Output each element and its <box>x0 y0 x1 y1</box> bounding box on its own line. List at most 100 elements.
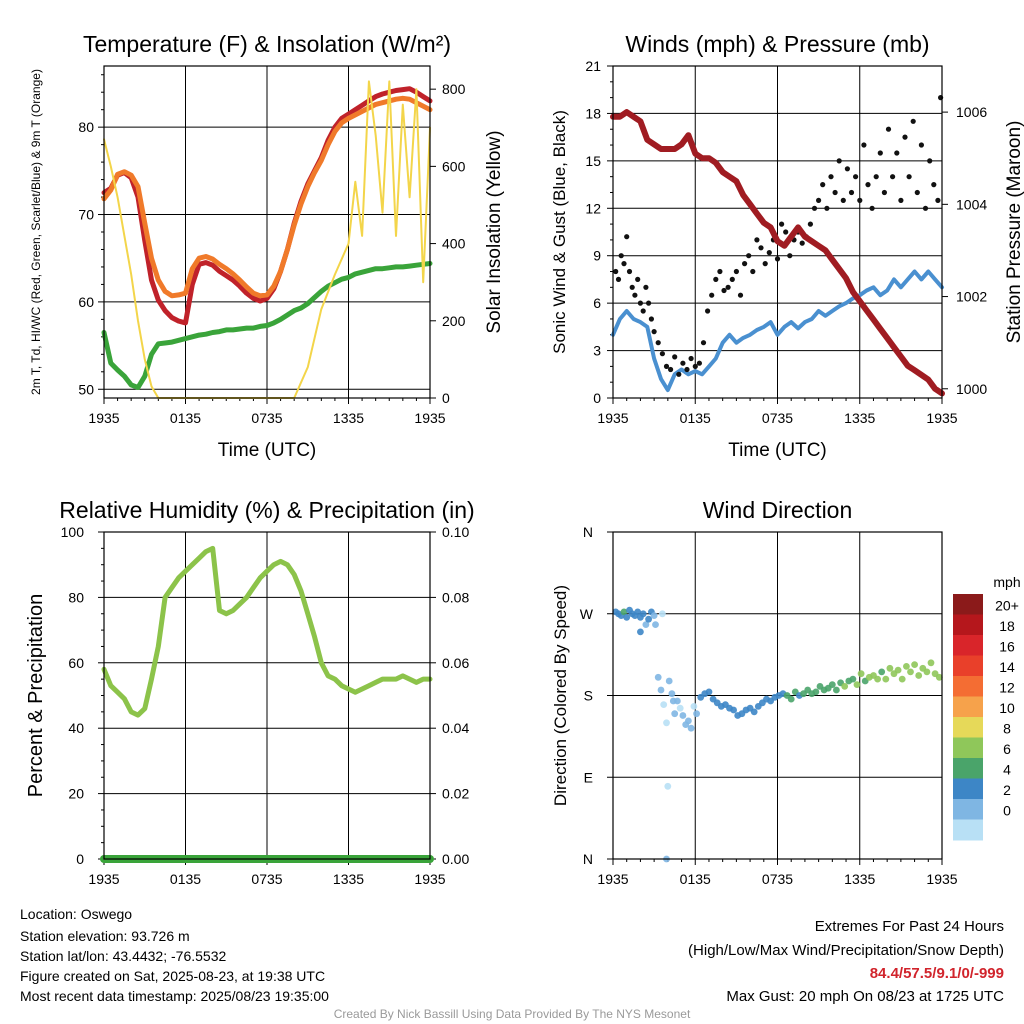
wdir-x-tick-label: 1935 <box>597 871 628 887</box>
wind-gust-point <box>618 253 624 259</box>
wdir-colorbar-label: 10 <box>999 700 1015 716</box>
rh-y-tick-label: 100 <box>61 524 85 540</box>
wind-gust-point <box>632 292 638 298</box>
wind-gust-point <box>894 150 900 156</box>
temp-y-tick-label: 50 <box>78 381 94 397</box>
wind-gust-point <box>853 174 859 180</box>
wdir-title: Wind Direction <box>703 497 853 523</box>
wdir-y-tick-label: N <box>583 851 593 867</box>
wind-gust-point <box>890 174 896 180</box>
wind-gust-point <box>906 174 912 180</box>
wind-y-tick-label: 6 <box>593 295 601 311</box>
wdir-colorbar-label: 2 <box>1003 782 1011 798</box>
wind-gust-point <box>799 240 805 246</box>
wdir-direction-point <box>927 659 935 667</box>
wdir-direction-point <box>639 610 647 618</box>
wind-gust-point <box>700 340 707 346</box>
wdir-direction-point <box>659 610 666 618</box>
wind-gust-point <box>648 316 655 322</box>
wdir-direction-point <box>898 675 906 683</box>
wind-x-label: Time (UTC) <box>728 440 827 461</box>
wdir-colorbar-swatch <box>953 614 983 636</box>
wind-series-0 <box>611 269 944 393</box>
rh-y-tick-label: 20 <box>68 786 84 802</box>
rh-y-tick-label: 80 <box>68 589 84 605</box>
temp-series-1 <box>101 95 433 299</box>
wdir-direction-point <box>878 668 886 676</box>
wind-gust-point <box>676 371 682 377</box>
wind-gust-point <box>840 197 846 203</box>
wdir-direction-point <box>669 697 677 705</box>
wdir-direction-point <box>642 621 650 628</box>
wind-gust-point <box>762 261 768 267</box>
wind-gust-point <box>914 189 920 196</box>
wind-y-tick-label: 9 <box>593 248 601 264</box>
temp-series-0 <box>101 86 433 326</box>
wind-y2-tick-label: 1004 <box>956 196 987 212</box>
wdir-direction-point <box>915 672 923 679</box>
wind-gust-point <box>705 308 711 314</box>
wind-x-tick-label: 0135 <box>680 410 711 426</box>
wind-x-tick-label: 0735 <box>762 410 793 426</box>
rh-y2-tick-label: 0.00 <box>442 851 469 867</box>
wdir-direction-point <box>935 673 943 681</box>
wind-gust-point <box>624 234 630 240</box>
wind-x-tick-label: 1335 <box>844 410 875 426</box>
wind-y-tick-label: 0 <box>593 390 601 406</box>
wind-gust-point <box>713 276 719 282</box>
wind-gust-point <box>754 237 760 243</box>
wind-y2-tick-label: 1000 <box>956 381 987 397</box>
rh-y2-tick-label: 0.10 <box>442 524 469 540</box>
temp-x-tick-label: 1935 <box>88 410 119 426</box>
wdir-colorbar-label: 6 <box>1003 741 1011 757</box>
wdir-direction-point <box>657 686 665 694</box>
rh-y2-tick-label: 0.04 <box>442 720 469 736</box>
wind-gust-point <box>824 205 830 211</box>
wind-gust-point <box>910 118 916 124</box>
extremes-title: Extremes For Past 24 Hours <box>814 918 1004 935</box>
max-gust: Max Gust: 20 mph On 08/23 at 1725 UTC <box>726 988 1004 1005</box>
wind-gust-point <box>640 308 646 314</box>
temp-y-tick-label: 70 <box>78 207 94 223</box>
wdir-direction-point <box>620 608 628 616</box>
wind-gust-point <box>931 182 937 188</box>
wind-y-tick-label: 12 <box>585 200 601 216</box>
wind-gust-point <box>737 292 744 298</box>
wdir-direction-point <box>705 688 713 696</box>
wdir-direction-point <box>828 681 836 688</box>
wdir-colorbar-label: 18 <box>999 618 1015 634</box>
wind-gust-point <box>729 276 735 282</box>
wdir-colorbar-swatch <box>953 799 983 820</box>
wdir-colorbar-swatch <box>953 717 983 738</box>
temp-x-tick-label: 1935 <box>414 410 445 426</box>
wind-y2-tick-label: 1006 <box>956 104 987 120</box>
temp-y-label: 2m T, Td, HI/WC (Red, Green, Scarlet/Blu… <box>29 69 43 395</box>
wdir-colorbar-swatch <box>953 655 983 677</box>
wind-gust-point <box>816 197 822 203</box>
wind-y-tick-label: 3 <box>593 343 601 359</box>
wdir-direction-point <box>665 677 673 685</box>
temp-x-tick-label: 0135 <box>170 410 201 426</box>
wdir-plot-frame <box>612 531 943 860</box>
wind-y-tick-label: 21 <box>585 58 601 74</box>
rh-y-tick-label: 40 <box>68 720 84 736</box>
wdir-direction-point <box>787 695 795 703</box>
rh-x-tick-label: 0135 <box>170 871 201 887</box>
wind-direction-panel: 1935 0135 0735 1335 1935 Wind Direction N E S W N D… <box>551 497 1021 887</box>
wind-gust-point <box>766 250 772 256</box>
wdir-y-tick-label: S <box>584 688 593 704</box>
wdir-direction-point <box>637 628 644 636</box>
wdir-direction-point <box>886 664 894 672</box>
wdir-colorbar-title: mph <box>993 574 1020 590</box>
wind-gust-point <box>832 189 838 196</box>
wdir-y-label: Direction (Colored By Speed) <box>551 585 570 806</box>
wind-gust-point <box>663 363 670 369</box>
station-latlon: Station lat/lon: 43.4432; -76.5532 <box>20 948 227 964</box>
wind-gust-point <box>865 182 871 188</box>
wind-gust-point <box>643 284 649 290</box>
wind-y2-label: Station Pressure (Maroon) <box>1004 121 1024 344</box>
wind-title: Winds (mph) & Pressure (mb) <box>625 31 929 57</box>
wind-gust-point <box>861 142 867 148</box>
temp-y2-label: Solar Insolation (Yellow) <box>484 130 505 333</box>
